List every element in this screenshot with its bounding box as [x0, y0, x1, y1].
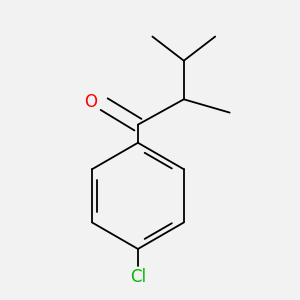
Text: Cl: Cl — [130, 268, 146, 286]
Text: O: O — [84, 93, 98, 111]
